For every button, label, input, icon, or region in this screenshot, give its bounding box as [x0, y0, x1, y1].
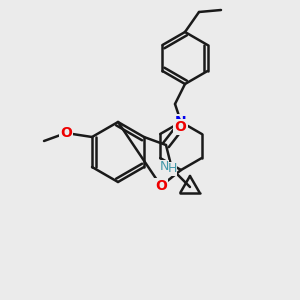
Text: O: O	[60, 126, 72, 140]
Text: O: O	[174, 120, 186, 134]
Text: H: H	[167, 163, 177, 176]
Text: N: N	[175, 115, 187, 129]
Text: N: N	[159, 160, 169, 173]
Text: O: O	[155, 179, 167, 193]
